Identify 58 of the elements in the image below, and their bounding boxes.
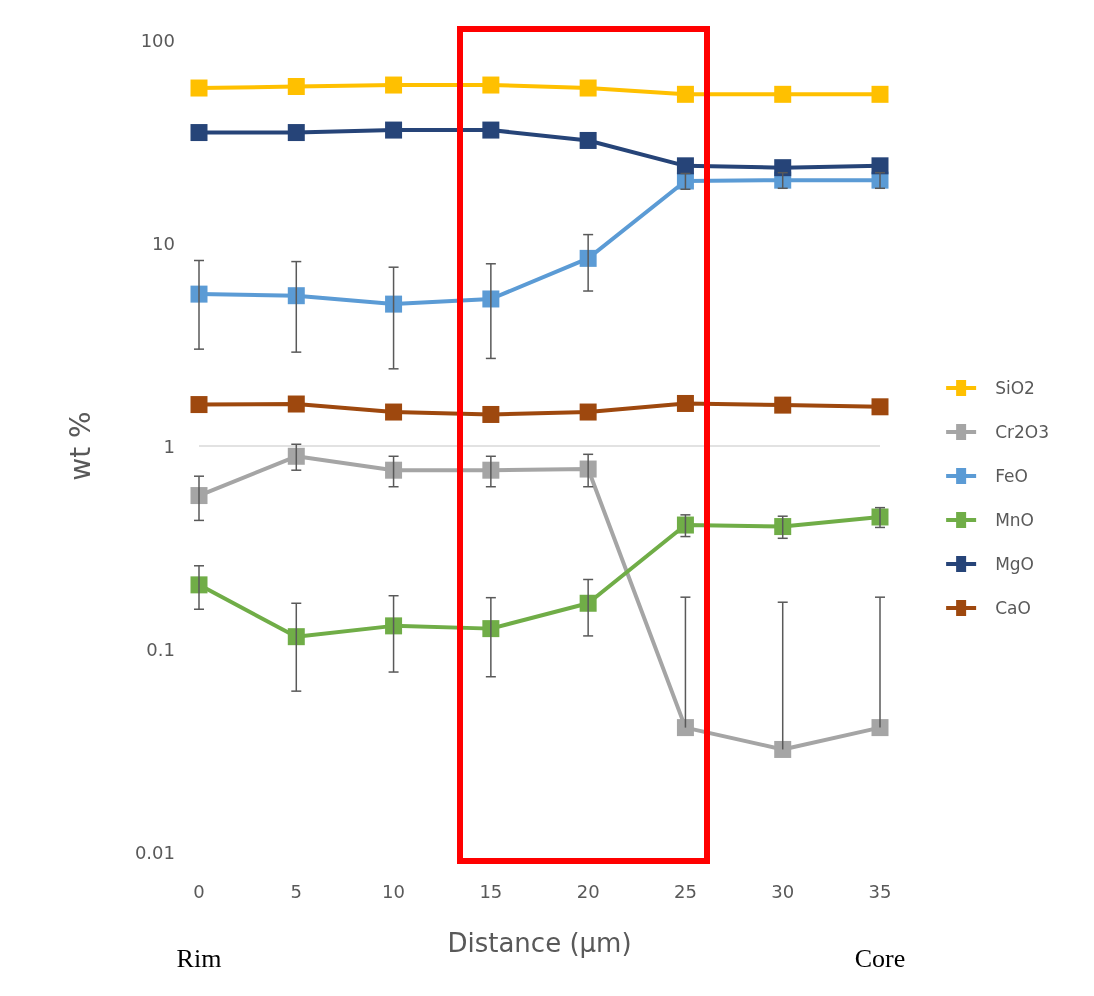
y-tick-label: 100 — [140, 29, 175, 51]
point — [385, 76, 403, 94]
point — [287, 78, 305, 96]
point — [287, 628, 305, 646]
point — [385, 295, 403, 313]
text: Rim — [176, 944, 222, 974]
point — [676, 157, 694, 175]
point — [385, 121, 403, 139]
point — [190, 79, 208, 97]
point — [287, 287, 305, 305]
point — [871, 157, 889, 175]
x-tick-label: 25 — [673, 880, 697, 902]
point — [774, 85, 792, 103]
x-tick-label: 5 — [290, 880, 303, 902]
y-axis-title: wt % — [63, 411, 97, 481]
point — [579, 79, 597, 97]
x-tick-label: 0 — [193, 880, 205, 902]
point — [871, 719, 889, 737]
x-tick-label: 20 — [576, 880, 600, 902]
legend-label: FeO — [995, 466, 1028, 486]
point — [676, 394, 694, 412]
legend-label: MgO — [995, 554, 1034, 574]
point — [579, 131, 597, 149]
point — [287, 124, 305, 142]
point — [287, 395, 305, 413]
legend-label: Cr2O3 — [995, 422, 1049, 442]
x-tick-label: 15 — [479, 880, 503, 902]
x-tick-label: 35 — [868, 880, 892, 902]
point — [676, 719, 694, 737]
point — [482, 76, 500, 94]
point — [287, 447, 305, 465]
point — [774, 518, 792, 536]
y-tick-label: 10 — [152, 232, 175, 254]
point — [190, 396, 208, 414]
point — [190, 124, 208, 142]
text: Core — [854, 944, 906, 974]
point — [385, 403, 403, 421]
point — [871, 398, 889, 416]
point — [774, 396, 792, 414]
point — [871, 85, 889, 103]
point — [774, 740, 792, 758]
point — [482, 405, 500, 423]
y-tick-label: 0.1 — [146, 638, 175, 660]
legend-label: CaO — [995, 598, 1031, 618]
point — [579, 403, 597, 421]
point — [676, 85, 694, 103]
y-tick-label: 0.01 — [134, 841, 175, 863]
y-tick-label: 1 — [163, 435, 175, 457]
point — [676, 516, 694, 534]
point — [385, 461, 403, 479]
x-tick-label: 10 — [382, 880, 406, 902]
point — [385, 617, 403, 635]
x-axis-title: Distance (µm) — [447, 928, 632, 958]
point — [774, 159, 792, 177]
legend-label: SiO2 — [995, 378, 1035, 398]
legend-label: MnO — [995, 510, 1034, 530]
point — [482, 121, 500, 139]
x-tick-label: 30 — [771, 880, 795, 902]
